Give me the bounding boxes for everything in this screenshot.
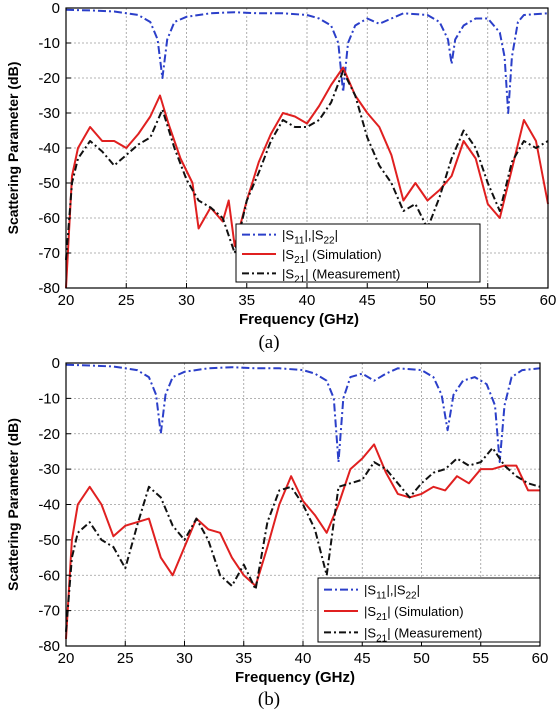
legend-subscript: 21 <box>294 274 306 285</box>
x-tick-label: 45 <box>359 292 376 309</box>
legend-text-part: |,|S <box>304 228 323 243</box>
chart-a: 20 25 30 35 40 45 50 55 60 0 -10 -20 -30 -40 -50 -60 -70… <box>5 0 556 353</box>
legend-text-part: | <box>417 583 420 598</box>
figure-caption: (a) <box>258 332 279 353</box>
y-tick-label: -40 <box>38 497 60 514</box>
legend-subscript: 21 <box>376 633 388 644</box>
series-line-s11-s22 <box>65 8 549 114</box>
legend-text-part: | (Measurement) <box>305 266 400 281</box>
x-tick-label: 50 <box>419 292 436 309</box>
x-tick-label: 30 <box>178 292 195 309</box>
y-tick-label: -40 <box>38 140 60 157</box>
legend-text-part: | <box>335 228 338 243</box>
x-tick-label: 35 <box>235 650 252 667</box>
x-tick-label: 25 <box>117 650 134 667</box>
legend-text-part: |S <box>282 247 294 262</box>
legend-text-part: |S <box>364 583 376 598</box>
legend-subscript: 21 <box>376 612 388 623</box>
y-tick-label: -80 <box>38 638 60 655</box>
y-tick-label: -30 <box>38 461 60 478</box>
x-tick-label: 55 <box>472 650 489 667</box>
legend-text-part: | (Simulation) <box>305 247 381 262</box>
y-tick-label: -10 <box>38 390 60 407</box>
y-tick-label: 0 <box>52 0 60 17</box>
y-tick-label: -70 <box>38 245 60 262</box>
legend-text-part: |S <box>282 228 294 243</box>
series-line-s11-s22 <box>65 363 541 464</box>
legend-text-part: |S <box>282 266 294 281</box>
legend: |S11|,|S22||S21| (Simulation)|S21| (Meas… <box>235 223 481 285</box>
x-tick-label: 55 <box>479 292 496 309</box>
legend-entry: |S21| (Measurement) <box>282 266 400 285</box>
x-tick-label: 45 <box>354 650 371 667</box>
legend-subscript: 22 <box>324 236 336 247</box>
legend-subscript: 21 <box>294 255 306 266</box>
x-tick-label: 60 <box>540 292 557 309</box>
y-tick-label: -50 <box>38 175 60 192</box>
x-tick-label: 35 <box>238 292 255 309</box>
legend-entry: |S21| (Simulation) <box>282 247 382 266</box>
y-tick-label: -70 <box>38 603 60 620</box>
y-tick-label: 0 <box>52 355 60 372</box>
legend-entry: |S21| (Measurement) <box>364 625 482 644</box>
y-tick-label: -60 <box>38 210 60 227</box>
legend-text-part: |,|S <box>386 583 405 598</box>
x-tick-label: 30 <box>176 650 193 667</box>
y-axis-label: Scattering Parameter (dB) <box>5 62 21 235</box>
x-tick-label: 50 <box>413 650 430 667</box>
x-axis-label: Frequency (GHz) <box>239 311 359 328</box>
y-tick-label: -20 <box>38 70 60 87</box>
series-line-s21-simulation <box>65 443 540 639</box>
legend-entry: |S11|,|S22| <box>364 583 420 602</box>
x-tick-label: 60 <box>532 650 549 667</box>
y-tick-label: -60 <box>38 567 60 584</box>
y-tick-label: -10 <box>38 35 60 52</box>
legend-text-part: |S <box>364 604 376 619</box>
legend-entry: |S21| (Simulation) <box>364 604 464 623</box>
series-line-s21-measurement <box>65 446 541 632</box>
x-tick-label: 20 <box>58 292 75 309</box>
legend-entry: |S11|,|S22| <box>282 228 338 247</box>
y-tick-label: -20 <box>38 426 60 443</box>
legend-subscript: 11 <box>294 236 305 247</box>
series-line-s21-measurement <box>65 70 549 261</box>
y-tick-label: -50 <box>38 532 60 549</box>
y-tick-label: -30 <box>38 105 60 122</box>
legend-text-part: | (Simulation) <box>387 604 463 619</box>
x-tick-label: 40 <box>295 650 312 667</box>
y-axis-label: Scattering Parameter (dB) <box>5 418 21 591</box>
y-tick-label: -80 <box>38 280 60 297</box>
chart-b: 20 25 30 35 40 45 50 55 60 0 -10 -20 -30 -40 -50 -60 -70… <box>5 355 548 710</box>
figure-caption: (b) <box>258 689 280 710</box>
series-line-s21-simulation <box>65 66 549 289</box>
legend: |S11|,|S22||S21| (Simulation)|S21| (Meas… <box>317 577 541 644</box>
legend-subscript: 11 <box>376 591 387 602</box>
legend-text-part: |S <box>364 625 376 640</box>
legend-text-part: | (Measurement) <box>387 625 482 640</box>
x-tick-label: 25 <box>118 292 135 309</box>
legend-box <box>235 223 481 283</box>
x-axis-label: Frequency (GHz) <box>235 669 355 686</box>
x-tick-label: 20 <box>58 650 75 667</box>
x-tick-label: 40 <box>299 292 316 309</box>
legend-subscript: 22 <box>406 591 418 602</box>
